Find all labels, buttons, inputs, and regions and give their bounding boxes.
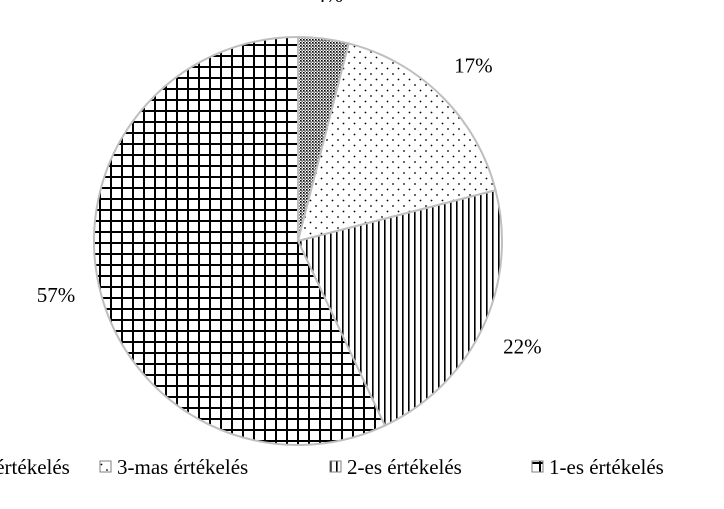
- legend-swatch-3: [329, 460, 342, 473]
- data-label-4: 57%: [37, 283, 76, 307]
- data-label-3: 22%: [503, 335, 542, 359]
- pie-slice-2: [296, 42, 497, 243]
- legend-label-4: 1-es értékelés: [549, 455, 664, 479]
- legend-swatch-2: [99, 460, 112, 473]
- data-label-1: 4%: [315, 0, 343, 7]
- legend-label-1: 4-es értékelés: [0, 455, 70, 479]
- pie-slice-4: [93, 35, 387, 446]
- data-label-2: 17%: [454, 54, 493, 78]
- legend-swatch-4: [531, 460, 544, 473]
- pie-slice-3: [296, 189, 503, 427]
- legend-label-2: 3-mas értékelés: [117, 455, 248, 479]
- legend-label-3: 2-es értékelés: [347, 455, 462, 479]
